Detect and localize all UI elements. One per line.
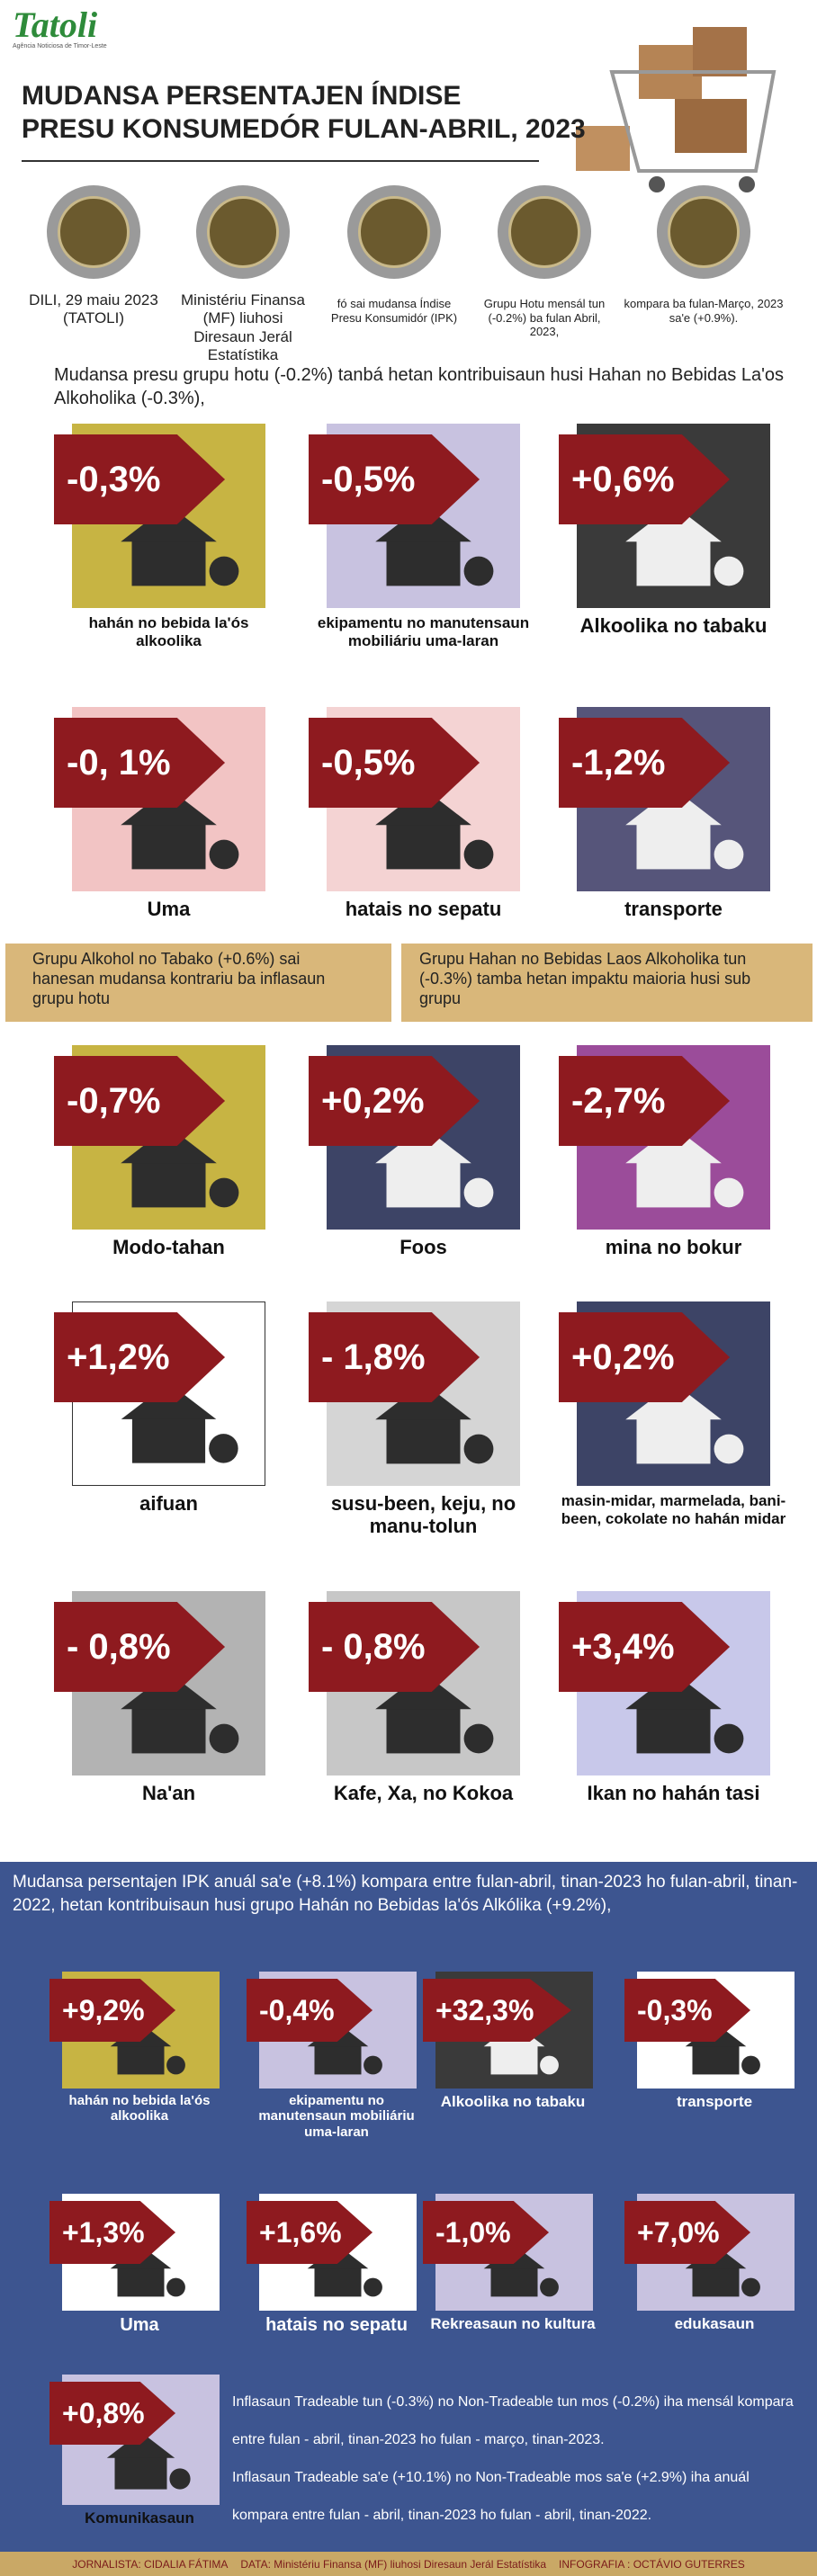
credit: JORNALISTA: CIDALIA FÁTIMA — [72, 2557, 229, 2571]
credit: DATA: Ministériu Finansa (MF) liuhosi Di… — [240, 2557, 547, 2571]
annual-note: Inflasaun Tradeable sa'e (+10.1%) no Non… — [232, 2470, 750, 2523]
tile-label: edukasaun — [674, 2315, 755, 2332]
info-icon — [347, 185, 441, 279]
title-line: PRESU KONSUMEDÓR FULAN-ABRIL, 2023 — [22, 114, 586, 144]
intro: Mudansa presu grupu hotu (-0.2%) tanbá h… — [54, 365, 785, 408]
tile-label: Ikan no hahán tasi — [587, 1782, 760, 1804]
tile-label: transporte — [624, 898, 723, 920]
annual-intro: Mudansa persentajen IPK anuál sa'e (+8.1… — [13, 1873, 798, 1915]
title-line: MUDANSA PERSENTAJEN ÍNDISE — [22, 81, 462, 111]
tile-label: transporte — [676, 2093, 753, 2110]
tile-label: hatais no sepatu — [265, 2315, 408, 2335]
note: Grupu Hahan no Bebidas Laos Alkoholika t… — [401, 944, 813, 1022]
credit: INFOGRAFIA : OCTÁVIO GUTERRES — [559, 2557, 745, 2571]
tile-label: Na'an — [141, 1782, 196, 1804]
tile-icon — [625, 1126, 744, 1208]
tile-label: susu-been, keju, no manu-tolun — [330, 1492, 516, 1538]
info-text: Ministériu Finansa (MF) liuhosi Diresaun… — [181, 291, 305, 364]
info-icon — [47, 185, 140, 279]
tile-label: Uma — [147, 898, 191, 920]
logo-sub: Agência Noticiosa de Timor-Leste — [13, 43, 107, 49]
info-icon — [498, 185, 591, 279]
tile-icon — [121, 1672, 239, 1754]
footer: JORNALISTA: CIDALIA FÁTIMA DATA: Ministé… — [0, 2552, 817, 2576]
tile-label: Uma — [120, 2315, 159, 2335]
note: Grupu Alkohol no Tabako (+0.6%) sai hane… — [5, 944, 391, 1022]
title-rule — [22, 160, 539, 162]
tile-label: mina no bokur — [605, 1236, 742, 1258]
info-icon — [196, 185, 290, 279]
tile-label: masin-midar, marmelada, bani-been, cokol… — [561, 1492, 786, 1527]
tile-label: Rekreasaun no kultura — [430, 2315, 596, 2332]
tile-icon — [106, 2431, 191, 2490]
tile-label: hahán no bebida la'ós alkoolika — [88, 614, 249, 649]
info-text: fó sai mudansa Índise Presu Konsumidór (… — [330, 297, 458, 325]
tile-label: Komunikasaun — [85, 2509, 194, 2527]
tile-label: Foos — [400, 1236, 447, 1258]
tile-label: ekipamentu no manutensaun mobiliáriu uma… — [258, 2093, 415, 2140]
logo: Tatoli — [13, 4, 98, 45]
info-text: kompara ba fulan-Março, 2023 sa'e (+0.9%… — [624, 297, 784, 325]
tile-label: Alkoolika no tabaku — [579, 614, 768, 637]
tile-label: Modo-tahan — [112, 1236, 225, 1258]
change-badge: +1,2% — [54, 1312, 225, 1402]
tile-label: Alkoolika no tabaku — [440, 2093, 586, 2110]
info-icon — [657, 185, 750, 279]
tile-label: hahán no bebida la'ós alkoolika — [68, 2093, 211, 2124]
cart-illustration — [576, 27, 777, 192]
tile-label: aifuan — [139, 1492, 198, 1515]
info-text: DILI, 29 maiu 2023 (TATOLI) — [29, 291, 158, 327]
tile-label: Kafe, Xa, no Kokoa — [333, 1782, 514, 1804]
info-text: Grupu Hotu mensál tun (-0.2%) ba fulan A… — [483, 297, 606, 339]
tile-label: hatais no sepatu — [345, 898, 502, 920]
tile-label: ekipamentu no manutensaun mobiliáriu uma… — [317, 614, 530, 649]
annual-note: Inflasaun Tradeable tun (-0.3%) no Non-T… — [232, 2394, 794, 2447]
